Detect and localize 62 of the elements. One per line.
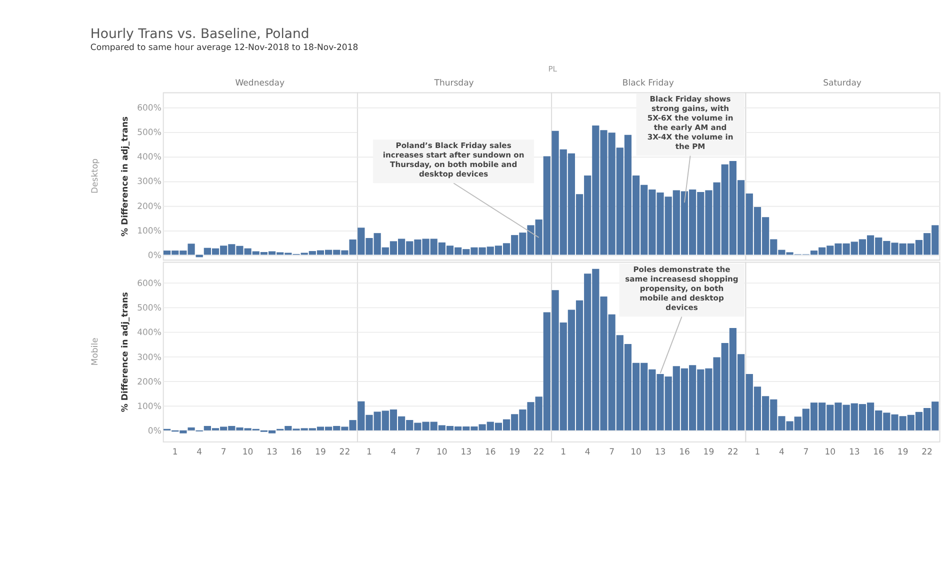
y-tick-label: 500% [137, 304, 162, 314]
text: PL [548, 64, 558, 74]
x-tick-label: 22 [922, 447, 932, 458]
x-tick-label: 10 [242, 447, 254, 458]
x-tick-label: 1 [172, 447, 178, 458]
x-tick-label: 7 [609, 447, 615, 458]
x-tick-label: 22 [728, 447, 738, 458]
x-tick-label: 22 [533, 447, 544, 458]
x-tick-label: 19 [897, 447, 908, 458]
annotation: Black Friday shows strong gains, with 5X-6X the volume in the early AM and 3X-4X the volume in the PM [647, 94, 734, 152]
x-tick-label: 13 [266, 447, 278, 458]
x2-axis-title: Wednesday [235, 78, 285, 89]
text: Mobile [90, 338, 101, 366]
x-tick-label: 13 [460, 447, 472, 458]
x-tick-label: 16 [484, 447, 496, 458]
text: Desktop [90, 158, 101, 194]
y-tick-label: 100% [137, 402, 162, 412]
y-tick-label: 0% [148, 251, 162, 262]
x-tick-label: 22 [339, 447, 350, 458]
y-tick-label: 500% [137, 128, 162, 138]
y-tick-label: 300% [137, 352, 162, 363]
bar [188, 427, 195, 430]
bar [196, 254, 203, 258]
x-tick-label: 1 [754, 447, 760, 458]
x-tick-label: 1 [560, 447, 566, 458]
x-tick-label: 4 [584, 447, 590, 458]
y-tick-label: 400% [137, 152, 162, 163]
y-axis-title: % Difference in adj_trans [120, 292, 131, 412]
x-tick-label: 19 [703, 447, 714, 458]
x-tick-label: 7 [220, 447, 226, 458]
y-tick-label: 200% [137, 377, 162, 388]
x-tick-label: 1 [366, 447, 372, 458]
x-tick-label: 4 [778, 447, 784, 458]
annotation: Poles demonstrate the same increasesd shopping propensity, on both mobile and desktop devices [625, 265, 738, 312]
x-tick-label: 10 [630, 447, 642, 458]
y-tick-label: 600% [137, 103, 162, 114]
x-tick-label: 19 [315, 447, 326, 458]
x-tick-label: 13 [654, 447, 666, 458]
y-tick-label: 600% [137, 278, 162, 289]
x-tick-label: 7 [803, 447, 809, 458]
x-tick-label: 19 [509, 447, 520, 458]
y-tick-label: 300% [137, 177, 162, 188]
x-tick-label: 10 [436, 447, 448, 458]
x-tick-label: 16 [679, 447, 690, 458]
x2-axis-title: Saturday [823, 78, 862, 89]
y-tick-label: 200% [137, 202, 162, 212]
x-tick-label: 4 [196, 447, 202, 458]
x2-axis-title: Thursday [433, 78, 474, 89]
x-tick-label: 16 [873, 447, 884, 458]
annotation: Poland’s Black Friday sales increases start after sundown on Thursday, on both mobile and desktop devices [382, 141, 524, 179]
x-tick-label: 13 [848, 447, 860, 458]
y-tick-label: 0% [148, 426, 162, 437]
chart-title: Hourly Trans vs. Baseline, Poland [90, 26, 310, 42]
x-tick-label: 4 [390, 447, 396, 458]
x-tick-label: 16 [290, 447, 302, 458]
x2-axis-title: Black Friday [622, 78, 674, 89]
chart-subtitle: Compared to same hour average 12-Nov-2018 to 18-Nov-2018 [90, 43, 358, 54]
x-tick-label: 7 [414, 447, 420, 458]
x-tick-label: 10 [824, 447, 836, 458]
y-axis-title: % Difference in adj_trans [120, 116, 131, 236]
y-tick-label: 400% [137, 328, 162, 338]
y-tick-label: 100% [137, 226, 162, 236]
